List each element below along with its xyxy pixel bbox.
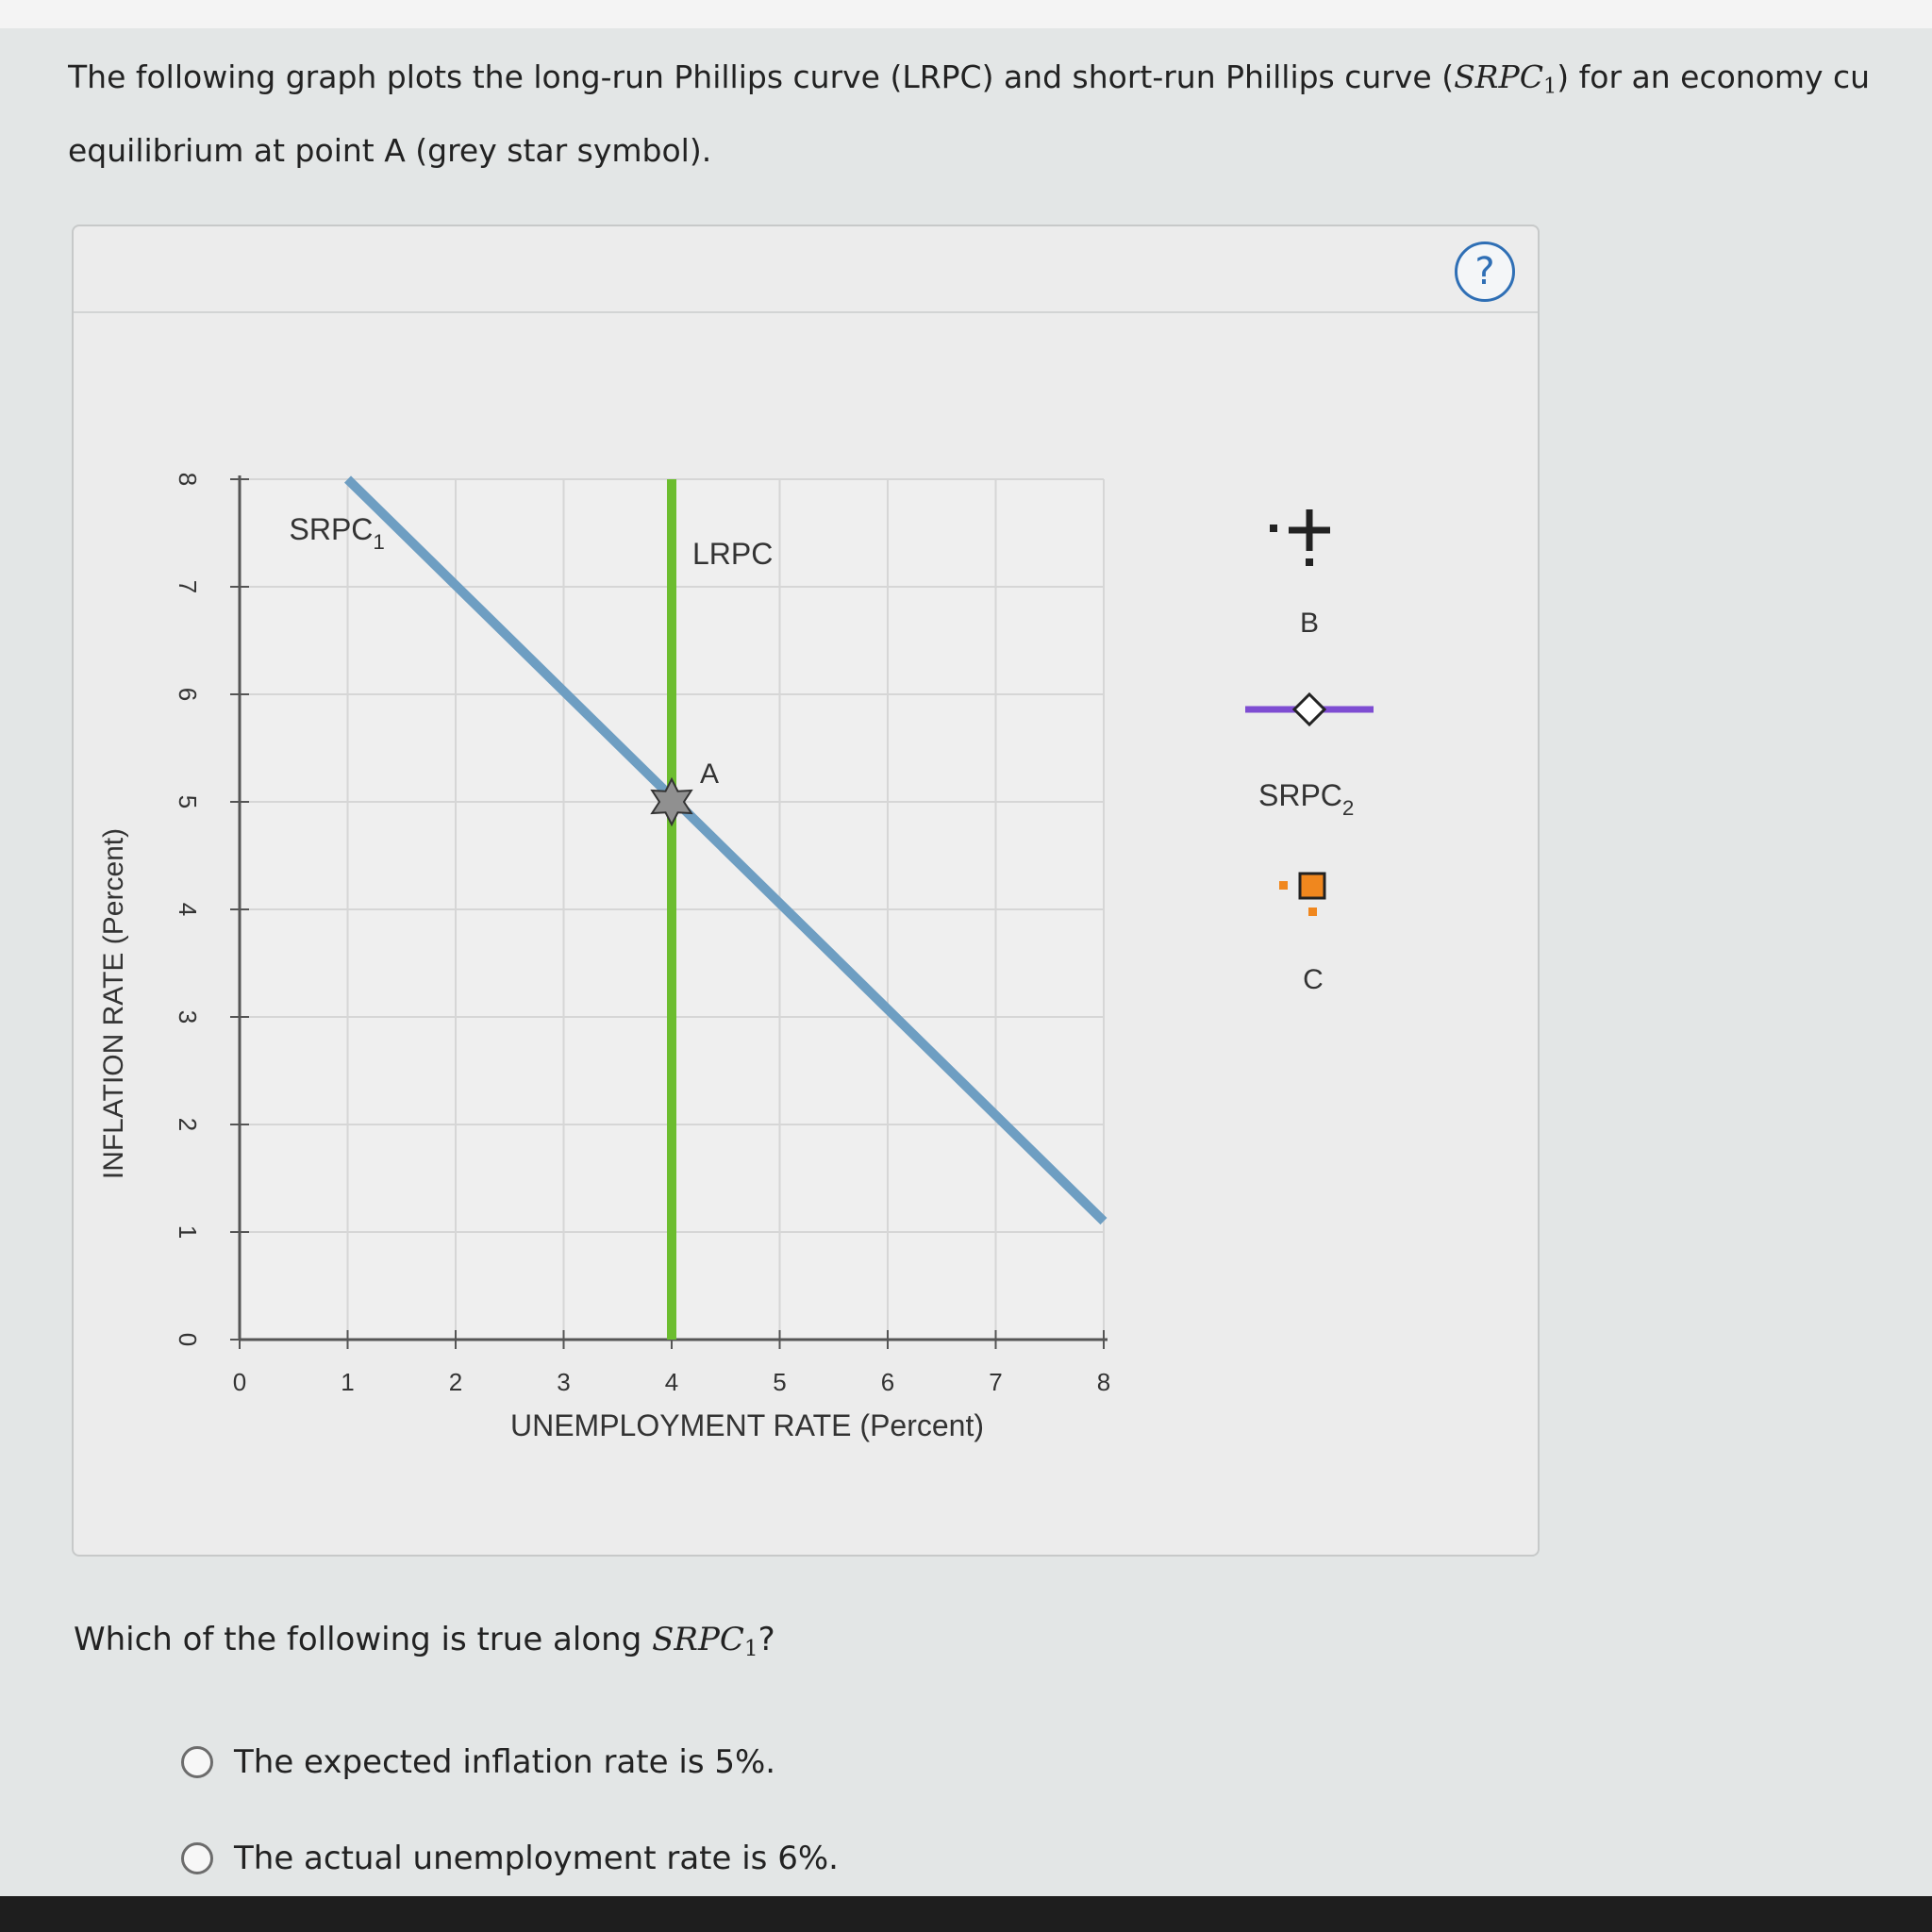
y-tick-label: 1 <box>174 1225 202 1239</box>
x-tick-label: 4 <box>665 1368 678 1396</box>
srpc1-label: SRPC1 <box>290 512 385 554</box>
drag-handle-dot <box>1270 525 1277 532</box>
y-tick-label: 0 <box>174 1333 202 1346</box>
point-a-star-marker[interactable] <box>650 776 693 827</box>
point-a-label: A <box>700 758 719 790</box>
intro-text: The following graph plots the long-run P… <box>68 45 1917 183</box>
question-srpc1-symbol: SRPC1 <box>652 1621 758 1661</box>
y-tick-label: 7 <box>174 580 202 593</box>
x-tick-label: 5 <box>773 1368 786 1396</box>
drag-handle-dot <box>1306 558 1313 566</box>
top-band <box>0 0 1932 28</box>
intro-line-2: equilibrium at point A (grey star symbol… <box>68 131 712 169</box>
y-tick-label: 8 <box>174 473 202 486</box>
square-icon[interactable] <box>1298 872 1326 900</box>
palette-c-label: C <box>1303 964 1324 995</box>
y-tick-label: 5 <box>174 795 202 808</box>
graph-panel-header <box>74 226 1538 313</box>
y-tick-label: 2 <box>174 1118 202 1131</box>
lrpc-label: LRPC <box>692 537 773 571</box>
radio-button[interactable] <box>181 1842 213 1874</box>
y-axis-title: INFLATION RATE (Percent) <box>98 828 129 1179</box>
srpc1-symbol: SRPC1 <box>1454 58 1557 99</box>
drag-handle-dot <box>1308 908 1317 916</box>
graph-panel: ? 0 1 2 3 4 5 6 7 8 0 1 2 3 4 5 6 7 8 UNEMPLOYMENT RATE (P… <box>72 225 1540 1557</box>
palette-srpc2-label: SRPC2 <box>1258 778 1354 820</box>
x-tick-label: 0 <box>233 1368 246 1396</box>
x-tick-label: 7 <box>989 1368 1002 1396</box>
radio-button[interactable] <box>181 1746 213 1778</box>
srpc1-line[interactable] <box>343 475 1108 1225</box>
x-tick-label: 8 <box>1097 1368 1110 1396</box>
diamond-icon[interactable] <box>1291 691 1327 727</box>
drag-handle-dot <box>1279 881 1288 890</box>
phillips-curve-graph[interactable]: 0 1 2 3 4 5 6 7 8 0 1 2 3 4 5 6 7 8 UNEMPLOYMENT RATE (Per… <box>74 226 1538 1555</box>
answer-option-label: The actual unemployment rate is 6%. <box>234 1840 839 1877</box>
answer-option-2[interactable]: The actual unemployment rate is 6%. <box>181 1840 839 1877</box>
x-tick-label: 6 <box>881 1368 894 1396</box>
x-tick-label: 2 <box>449 1368 462 1396</box>
screen-bottom-edge <box>0 1896 1932 1932</box>
question-text: Which of the following is true along SRP… <box>74 1621 775 1661</box>
y-tick-label: 6 <box>174 688 202 701</box>
intro-line-1: The following graph plots the long-run P… <box>68 58 1871 99</box>
x-axis-title: UNEMPLOYMENT RATE (Percent) <box>510 1408 984 1442</box>
palette-b-label: B <box>1300 608 1319 639</box>
answer-option-label: The expected inflation rate is 5%. <box>234 1743 776 1781</box>
y-tick-label: 4 <box>174 903 202 916</box>
help-button[interactable]: ? <box>1455 242 1515 302</box>
answer-option-1[interactable]: The expected inflation rate is 5%. <box>181 1743 775 1781</box>
x-tick-label: 3 <box>557 1368 570 1396</box>
y-tick-label: 3 <box>174 1010 202 1024</box>
x-tick-label: 1 <box>341 1368 354 1396</box>
